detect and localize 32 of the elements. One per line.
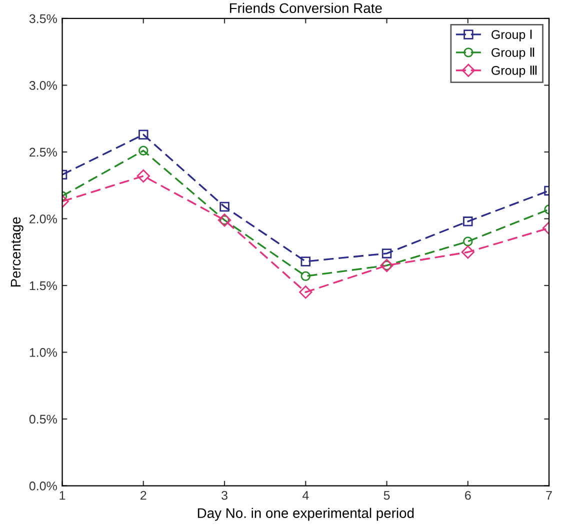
point: [138, 130, 148, 140]
x-tick-label: 7: [546, 491, 552, 500]
point: [299, 286, 312, 299]
y-tick-label: 2.0%: [30, 214, 57, 224]
point: [463, 216, 473, 226]
y-tick-label: 2.5%: [30, 148, 57, 157]
x-tick-label: 6: [465, 490, 471, 500]
point: [136, 169, 150, 183]
y-tick-label: 1.0%: [30, 348, 57, 357]
point: [138, 146, 148, 156]
legend-label: Group Ⅰ: [492, 30, 532, 42]
x-tick-label: 5: [384, 491, 390, 500]
point: [300, 256, 310, 266]
y-tick-label: 3.0%: [29, 81, 57, 90]
x-tick-label: 4: [302, 491, 309, 500]
chart-title: Friends Conversion Rate: [230, 2, 382, 14]
x-axis-title: Day No. in one experimental period: [198, 508, 414, 521]
legend-label: Group Ⅲ: [492, 66, 537, 78]
point: [220, 202, 230, 212]
y-tick-label: 1.5%: [30, 281, 57, 290]
y-tick-label: 0.5%: [29, 414, 57, 424]
y-axis-title: Percentage: [10, 217, 24, 286]
y-tick-label: 0.0%: [29, 482, 57, 490]
point: [382, 248, 392, 258]
point: [300, 271, 310, 282]
x-tick-label: 1: [60, 491, 66, 500]
point: [463, 236, 473, 246]
y-tick-label: 3.5%: [29, 14, 57, 24]
legend-label: Group Ⅱ: [492, 48, 534, 60]
x-tick-label: 2: [140, 490, 146, 500]
point: [461, 246, 474, 259]
x-tick-label: 3: [222, 490, 228, 500]
